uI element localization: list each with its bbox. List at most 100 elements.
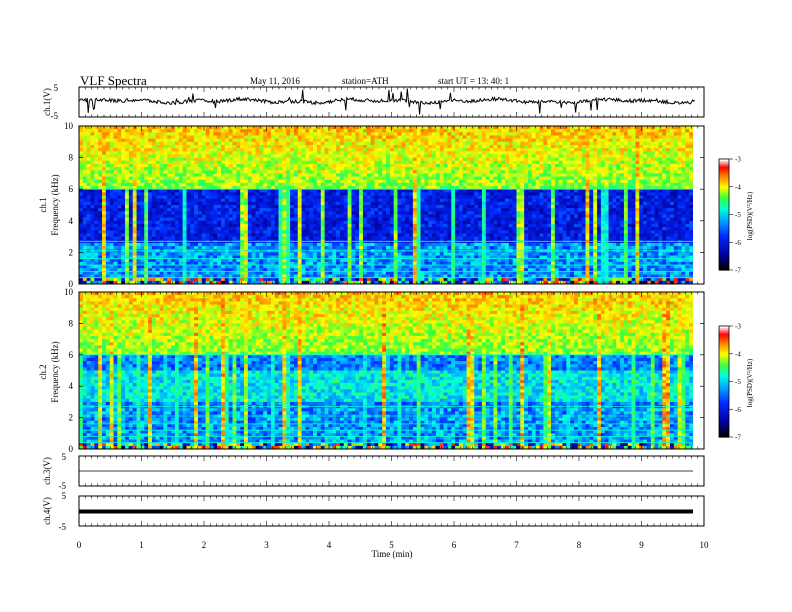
- spectrogram-cell: [558, 170, 563, 174]
- spectrogram-cell: [443, 198, 448, 203]
- spectrogram-cell: [489, 189, 494, 193]
- spectrogram-cell: [616, 151, 621, 155]
- spectrogram-cell: [125, 167, 130, 171]
- spectrogram-cell: [86, 167, 91, 171]
- spectrogram-cell: [144, 189, 149, 193]
- spectrogram-cell: [478, 135, 483, 139]
- spectrogram-cell: [443, 220, 448, 225]
- spectrogram-cell: [286, 157, 291, 162]
- spectrogram-cell: [689, 208, 694, 212]
- spectrogram-cell: [455, 198, 460, 203]
- spectrogram-cell: [113, 135, 118, 139]
- spectrogram-cell: [86, 135, 91, 139]
- spectrogram-cell: [105, 182, 110, 187]
- spectrogram-cell: [462, 214, 467, 218]
- spectrogram-cell: [455, 189, 460, 193]
- spectrogram-cell: [650, 141, 655, 146]
- spectrogram-cell: [620, 189, 625, 193]
- spectrogram-cell: [677, 163, 682, 168]
- spectrogram-cell: [558, 182, 563, 187]
- spectrogram-cell: [125, 217, 130, 222]
- spectrogram-cell: [524, 129, 529, 133]
- spectrogram-cell: [182, 157, 187, 162]
- spectrogram-cell: [324, 179, 329, 184]
- spectrogram-cell: [259, 167, 264, 171]
- spectrogram-cell: [324, 192, 329, 196]
- spectrogram-cell: [439, 189, 444, 193]
- spectrogram-cell: [278, 154, 283, 158]
- spectrogram-cell: [79, 135, 84, 139]
- spectrogram-cell: [685, 211, 690, 215]
- spectrogram-cell: [382, 151, 387, 155]
- spectrogram-cell: [447, 148, 452, 152]
- spectrogram-cell: [132, 198, 137, 203]
- spectrogram-cell: [286, 129, 291, 133]
- spectrogram-cell: [102, 157, 107, 162]
- spectrogram-cell: [163, 179, 168, 184]
- spectrogram-cell: [543, 192, 548, 196]
- spectrogram-cell: [240, 186, 245, 190]
- spectrogram-cell: [362, 157, 368, 162]
- spectrogram-cell: [401, 138, 406, 143]
- spectrogram-cell: [178, 157, 183, 162]
- spectrogram-cell: [263, 132, 268, 136]
- spectrogram-cell: [79, 205, 84, 209]
- spectrogram-cell: [662, 186, 667, 190]
- spectrogram-cell: [117, 129, 122, 133]
- spectrogram-cell: [478, 201, 483, 206]
- spectrogram-cell: [627, 163, 632, 168]
- spectrogram-cell: [432, 182, 437, 187]
- spectrogram-cell: [224, 201, 229, 206]
- spectrogram-cell: [205, 151, 210, 155]
- spectrogram-cell: [662, 163, 667, 168]
- spectrogram-cell: [416, 220, 421, 225]
- spectrogram-cell: [209, 208, 214, 212]
- spectrogram-cell: [662, 173, 667, 177]
- spectrogram-cell: [159, 163, 164, 168]
- spectrogram-cell: [313, 205, 318, 209]
- spectrogram-cell: [570, 160, 575, 165]
- spectrogram-cell: [424, 163, 429, 168]
- spectrogram-cell: [232, 135, 237, 139]
- spectrogram-cell: [205, 201, 210, 206]
- spectrogram-cell: [527, 148, 533, 152]
- spectrogram-cell: [343, 160, 348, 165]
- spectrogram-cell: [362, 132, 368, 136]
- spectrogram-cell: [128, 195, 134, 199]
- spectrogram-cell: [297, 217, 302, 222]
- spectrogram-cell: [620, 173, 625, 177]
- spectrogram-cell: [405, 192, 410, 196]
- spectrogram-cell: [151, 135, 157, 139]
- spectrogram-cell: [286, 144, 291, 149]
- spectrogram-cell: [174, 205, 180, 209]
- spectrogram-cell: [359, 205, 364, 209]
- spectrogram-cell: [255, 201, 260, 206]
- spectrogram-cell: [577, 198, 583, 203]
- spectrogram-cell: [669, 144, 675, 149]
- spectrogram-cell: [658, 182, 663, 187]
- spectrogram-cell: [79, 160, 84, 165]
- spectrogram-cell: [343, 182, 348, 187]
- spectrogram-cell: [458, 163, 464, 168]
- spectrogram-cell: [328, 151, 333, 155]
- spectrogram-cell: [270, 220, 276, 225]
- spectrogram-cell: [178, 192, 183, 196]
- spectrogram-cell: [508, 144, 513, 149]
- spectrogram-cell: [316, 192, 322, 196]
- spectrogram-cell: [274, 138, 279, 143]
- spectrogram-cell: [247, 144, 252, 149]
- spectrogram-cell: [105, 179, 110, 184]
- spectrogram-cell: [125, 220, 130, 225]
- spectrogram-cell: [554, 195, 559, 199]
- spectrogram-cell: [689, 198, 694, 203]
- spectrogram-cell: [263, 220, 268, 225]
- spectrogram-cell: [393, 170, 398, 174]
- spectrogram-cell: [309, 148, 314, 152]
- spectrogram-cell: [343, 179, 348, 184]
- spectrogram-cell: [497, 220, 502, 225]
- spectrogram-cell: [589, 205, 594, 209]
- spectrogram-cell: [201, 179, 206, 184]
- spectrogram-cell: [600, 163, 606, 168]
- spectrogram-cell: [217, 189, 222, 193]
- spectrogram-cell: [305, 179, 310, 184]
